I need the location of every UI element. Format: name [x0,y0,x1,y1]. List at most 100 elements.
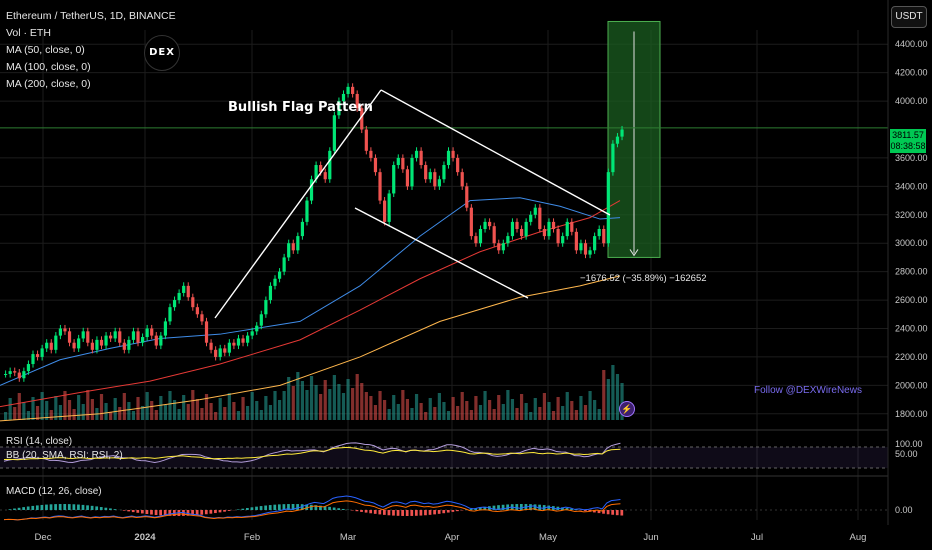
rsi-tick-label: 100.00 [895,439,923,449]
candle [277,271,282,279]
candle [323,172,327,180]
volume-bar [588,391,592,420]
macd-histogram-bar [615,510,619,516]
macd-histogram-bar [300,504,304,510]
candle [159,335,163,346]
candle [551,221,556,229]
macd-histogram-bar [17,507,21,510]
volume-bar [433,407,437,420]
symbol-title[interactable]: Ethereum / TetherUS, 1D, BINANCE [6,10,176,22]
x-tick-label: Aug [850,532,867,543]
volume-bar [401,390,405,420]
macd-histogram-bar [67,504,71,510]
candle [154,335,158,346]
flash-icon[interactable]: ⚡ [619,401,635,417]
macd-histogram-bar [255,506,258,510]
bb-label[interactable]: BB (20, SMA, RSI: RSI, 2) [6,450,123,461]
candle [405,169,410,187]
candle [300,221,304,237]
volume-bar [291,386,295,420]
candle [414,150,419,158]
candle [49,342,53,350]
macd-histogram-bar [547,505,551,510]
candle [81,331,85,339]
volume-bar [373,405,378,420]
candle [264,300,268,315]
macd-histogram-bar [113,509,117,510]
volume-bar [109,412,113,420]
candle [8,371,12,374]
macd-histogram-bar [410,510,414,516]
volume-bar [510,399,515,420]
candle [54,335,58,350]
current-price-tag: 3811.57 08:38:58 [890,129,926,153]
volume-bar [602,370,606,420]
candle [579,243,583,251]
volume-bar [529,412,533,420]
macd-histogram-bar [273,504,277,510]
macd-histogram-bar [8,509,12,510]
candle [246,335,250,343]
volume-bar [492,409,496,420]
candle [328,150,332,180]
macd-histogram-bar [77,504,80,510]
volume-bar [501,404,505,420]
rsi-label[interactable]: RSI (14, close) [6,436,73,447]
x-tick-label: Dec [35,532,52,543]
candle [351,86,355,94]
candle [565,221,569,237]
indicator-volume[interactable]: Vol · ETH [6,27,51,39]
volume-bar [382,400,387,420]
candle [255,325,259,332]
y-tick-label: 2600.00 [895,295,928,305]
macd-histogram-bar [314,505,318,510]
macd-histogram-bar [191,510,194,516]
macd-histogram-bar [227,510,231,511]
candle [515,221,519,229]
candle [529,214,533,222]
candle [140,337,145,343]
volume-bar [574,410,578,420]
macd-histogram-bar [419,510,423,516]
candle [615,136,620,144]
volume-bar [150,401,154,420]
volume-bar [86,390,90,420]
candle [296,236,300,251]
candle [570,221,574,232]
candle [465,186,469,208]
candle [4,373,8,375]
candle [524,221,528,237]
candle [136,331,140,343]
volume-bar [4,412,8,420]
macd-histogram-bar [360,510,363,512]
currency-button[interactable]: USDT [891,6,927,28]
candle [506,236,510,244]
volume-bar [483,391,487,420]
indicator-ma200[interactable]: MA (200, close, 0) [6,78,91,90]
volume-bar [465,401,469,420]
candle [195,307,199,315]
macd-label[interactable]: MACD (12, 26, close) [6,486,102,497]
macd-histogram-bar [593,510,596,513]
macd-histogram-bar [95,506,99,510]
candle [45,342,49,349]
volume-bar [583,405,588,420]
indicator-ma50[interactable]: MA (50, close, 0) [6,44,85,56]
volume-bar [236,411,241,420]
volume-bar [497,395,501,420]
ma-line [0,275,621,422]
indicator-ma100[interactable]: MA (100, close, 0) [6,61,91,73]
volume-bar [414,394,419,420]
candle [556,229,560,244]
volume-bar [81,404,85,420]
macd-histogram-bar [446,510,450,513]
candle [620,129,624,137]
rsi-tick-label: 50.00 [895,449,918,459]
candle [273,278,277,286]
macd-histogram-bar [328,506,331,510]
volume-bar [561,406,565,420]
macd-histogram-bar [533,504,537,510]
macd-histogram-bar [99,507,103,510]
macd-histogram-bar [282,504,286,510]
